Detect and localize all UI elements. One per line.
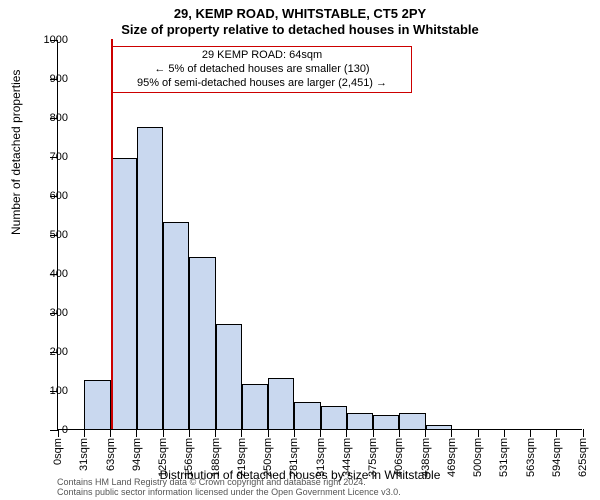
histogram-bar — [137, 127, 163, 429]
y-tick-label: 600 — [28, 191, 68, 202]
y-tick-label: 1000 — [28, 35, 68, 46]
x-tick-label: 438sqm — [420, 438, 432, 477]
x-tick-label: 94sqm — [131, 438, 143, 471]
x-tick — [163, 429, 164, 437]
marker-line — [111, 39, 113, 429]
x-tick-label: 63sqm — [105, 438, 117, 471]
x-tick-label: 375sqm — [367, 438, 379, 477]
x-tick — [425, 429, 426, 437]
histogram-bar — [84, 380, 110, 429]
x-tick-label: 469sqm — [446, 438, 458, 477]
histogram-bar — [373, 415, 399, 429]
x-tick — [530, 429, 531, 437]
plot-area — [57, 40, 582, 430]
chart-subtitle: Size of property relative to detached ho… — [0, 22, 600, 37]
x-tick-label: 344sqm — [341, 438, 353, 477]
y-tick-label: 800 — [28, 113, 68, 124]
y-tick-label: 500 — [28, 230, 68, 241]
x-tick — [320, 429, 321, 437]
x-tick-label: 219sqm — [236, 438, 248, 477]
x-tick-label: 625sqm — [577, 438, 589, 477]
x-tick — [346, 429, 347, 437]
x-tick-label: 156sqm — [183, 438, 195, 477]
chart-container: { "titles": { "line1": "29, KEMP ROAD, W… — [0, 0, 600, 500]
chart-title-address: 29, KEMP ROAD, WHITSTABLE, CT5 2PY — [0, 6, 600, 21]
x-tick — [373, 429, 374, 437]
y-tick-label: 0 — [28, 425, 68, 436]
x-tick-label: 406sqm — [393, 438, 405, 477]
histogram-bar — [189, 257, 215, 429]
footer: Contains HM Land Registry data © Crown c… — [57, 478, 401, 498]
x-tick-label: 594sqm — [551, 438, 563, 477]
histogram-bar — [216, 324, 242, 429]
x-tick — [504, 429, 505, 437]
x-tick-label: 125sqm — [157, 438, 169, 477]
histogram-bar — [163, 222, 189, 429]
histogram-bar — [321, 406, 347, 429]
info-box-line3: 95% of semi-detached houses are larger (… — [119, 77, 405, 91]
x-tick-label: 250sqm — [262, 438, 274, 477]
x-tick — [583, 429, 584, 437]
info-box-line1: 29 KEMP ROAD: 64sqm — [119, 49, 405, 63]
x-tick-label: 313sqm — [315, 438, 327, 477]
histogram-bar — [111, 158, 137, 429]
x-tick — [84, 429, 85, 437]
x-tick — [478, 429, 479, 437]
x-tick — [294, 429, 295, 437]
histogram-bar — [294, 402, 320, 429]
y-tick-label: 200 — [28, 347, 68, 358]
footer-line2: Contains public sector information licen… — [57, 488, 401, 498]
x-tick-label: 531sqm — [498, 438, 510, 477]
x-tick — [241, 429, 242, 437]
info-box: 29 KEMP ROAD: 64sqm ← 5% of detached hou… — [112, 46, 412, 93]
x-tick — [399, 429, 400, 437]
histogram-bar — [268, 378, 294, 429]
plot-area-wrap: 29 KEMP ROAD: 64sqm ← 5% of detached hou… — [57, 40, 582, 430]
x-tick — [136, 429, 137, 437]
x-tick-label: 281sqm — [288, 438, 300, 477]
histogram-bar — [347, 413, 373, 429]
y-tick-label: 900 — [28, 74, 68, 85]
x-tick — [451, 429, 452, 437]
x-tick — [189, 429, 190, 437]
info-box-line2: ← 5% of detached houses are smaller (130… — [119, 63, 405, 77]
histogram-bar — [399, 413, 425, 429]
x-tick-label: 188sqm — [210, 438, 222, 477]
y-axis-title: Number of detached properties — [9, 70, 23, 235]
x-tick — [215, 429, 216, 437]
x-tick-label: 31sqm — [78, 438, 90, 471]
x-tick-label: 500sqm — [472, 438, 484, 477]
x-tick — [268, 429, 269, 437]
x-tick — [110, 429, 111, 437]
histogram-bar — [242, 384, 268, 429]
y-tick-label: 300 — [28, 308, 68, 319]
y-tick-label: 400 — [28, 269, 68, 280]
y-tick-label: 100 — [28, 386, 68, 397]
histogram-bar — [426, 425, 452, 429]
x-tick — [556, 429, 557, 437]
x-tick-label: 0sqm — [52, 438, 64, 465]
y-tick-label: 700 — [28, 152, 68, 163]
x-tick-label: 563sqm — [525, 438, 537, 477]
